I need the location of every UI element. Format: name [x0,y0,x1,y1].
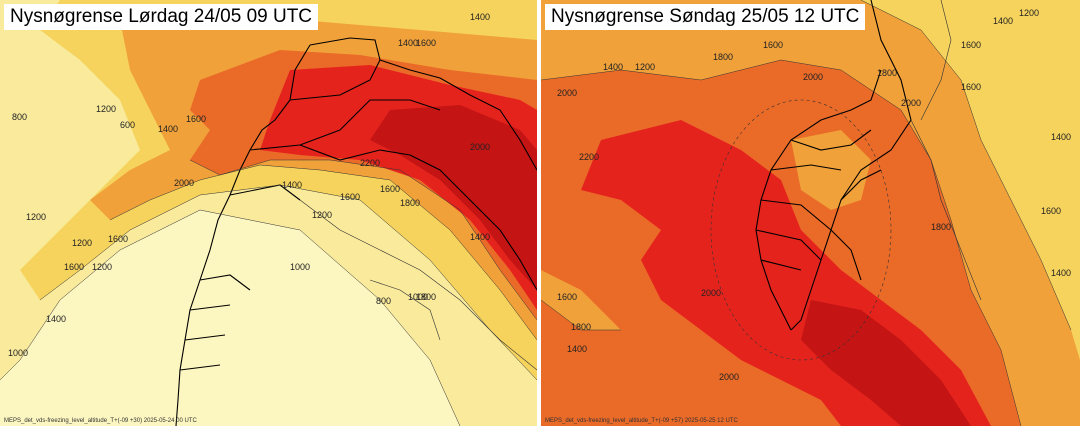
contour-label: 1400 [1051,268,1071,278]
contour-label: 600 [120,120,135,130]
contour-label: 1600 [380,184,400,194]
contour-label: 2000 [803,72,823,82]
contour-label: 1400 [282,180,302,190]
contour-label: 1600 [961,82,981,92]
contour-labels: 1400 1600 1400 1200 800 600 1600 1400 20… [8,12,490,358]
band-2400-plus [370,105,537,290]
contour-label: 2200 [360,158,380,168]
map-title: Nysnøgrense Lørdag 24/05 09 UTC [4,4,319,30]
contour-label: 1600 [557,292,577,302]
contour-label: 2000 [901,98,921,108]
domain-outline [710,99,892,361]
contour-label: 1000 [408,292,428,302]
contour-label: 2000 [701,288,721,298]
contour-label: 1800 [400,198,420,208]
contour-label: 2000 [719,372,739,382]
contour-label: 1000 [8,348,28,358]
contour-label: 1600 [186,114,206,124]
contour-label: 800 [12,112,27,122]
contour-label: 1200 [72,238,92,248]
contour-label: 1400 [1051,132,1071,142]
contour-label: 1600 [1041,206,1061,216]
norway-borders [175,37,537,426]
contour-label: 800 [376,296,391,306]
freezing-level-map-saturday: 1400 1600 1400 1200 800 600 1600 1400 20… [0,0,537,426]
contour-label: 1200 [26,212,46,222]
contour-label: 1400 [603,62,623,72]
contour-label: 1800 [877,68,897,78]
contour-label: 2000 [470,142,490,152]
contour-label: 1000 [290,262,310,272]
contour-label: 2200 [579,152,599,162]
contour-label: 1600 [416,38,436,48]
panel-divider [537,0,541,426]
contour-lines [541,0,1072,426]
contour-label: 1600 [108,234,128,244]
contour-label: 1800 [931,222,951,232]
contour-label: 1600 [64,262,84,272]
contour-label: 1600 [961,40,981,50]
contour-label: 1400 [567,344,587,354]
contour-label: 1400 [398,38,418,48]
contour-label: 1200 [312,210,332,220]
contour-label: 1400 [470,12,490,22]
map-footer: MEPS_det_vds-freezing_level_altitude_T+(… [545,418,738,424]
contour-label: 1600 [763,40,783,50]
contour-lines [0,159,537,426]
map-title: Nysnøgrense Søndag 25/05 12 UTC [545,4,866,30]
band-2400-plus [801,300,971,426]
contour-label: 1800 [713,52,733,62]
contour-label: 1400 [470,232,490,242]
contour-label: 1600 [340,192,360,202]
neighbour-borders [910,0,982,301]
contour-label: 1400 [46,314,66,324]
contour-labels: 1400 1200 1600 1800 1600 1400 2000 2200 … [557,8,1071,382]
map-panel-sunday: 1400 1200 1600 1800 1600 1400 2000 2200 … [541,0,1080,426]
norway-borders [755,0,912,331]
map-footer: MEPS_det_vds-freezing_level_altitude_T+(… [4,418,197,424]
contour-label: 1400 [158,124,178,134]
neighbour-borders [299,199,537,371]
contour-label: 1800 [571,322,591,332]
contour-label: 1400 [993,16,1013,26]
contour-label: 1800 [416,292,436,302]
contour-label: 1200 [92,262,112,272]
contour-label: 2000 [557,88,577,98]
map-panel-saturday: 1400 1600 1400 1200 800 600 1600 1400 20… [0,0,537,426]
contour-label: 1200 [96,104,116,114]
contour-label: 2000 [174,178,194,188]
contour-label: 1200 [1019,8,1039,18]
freezing-level-map-sunday: 1400 1200 1600 1800 1600 1400 2000 2200 … [541,0,1080,426]
contour-label: 1200 [635,62,655,72]
